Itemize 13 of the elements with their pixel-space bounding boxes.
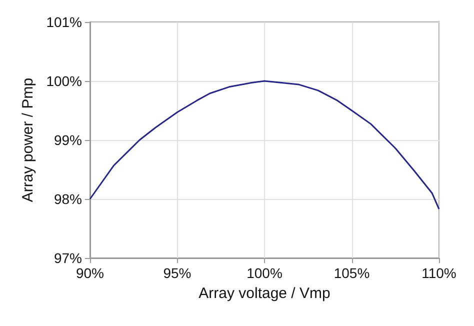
x-tick-label: 110% <box>422 265 456 281</box>
x-tick-label: 95% <box>163 265 192 281</box>
line-series <box>89 80 440 210</box>
y-tick-label: 100% <box>46 73 82 89</box>
y-axis-title: Array power / Pmp <box>19 78 36 202</box>
y-tick-label: 101% <box>46 14 82 30</box>
x-axis-title: Array voltage / Vmp <box>198 285 330 302</box>
x-tick-label: 100% <box>246 265 282 281</box>
x-tick-label: 105% <box>334 265 370 281</box>
y-tick-label: 99% <box>54 132 82 148</box>
y-tick-label: 98% <box>54 191 82 207</box>
x-tick-label: 90% <box>76 265 104 281</box>
y-tick-label: 97% <box>54 250 82 266</box>
